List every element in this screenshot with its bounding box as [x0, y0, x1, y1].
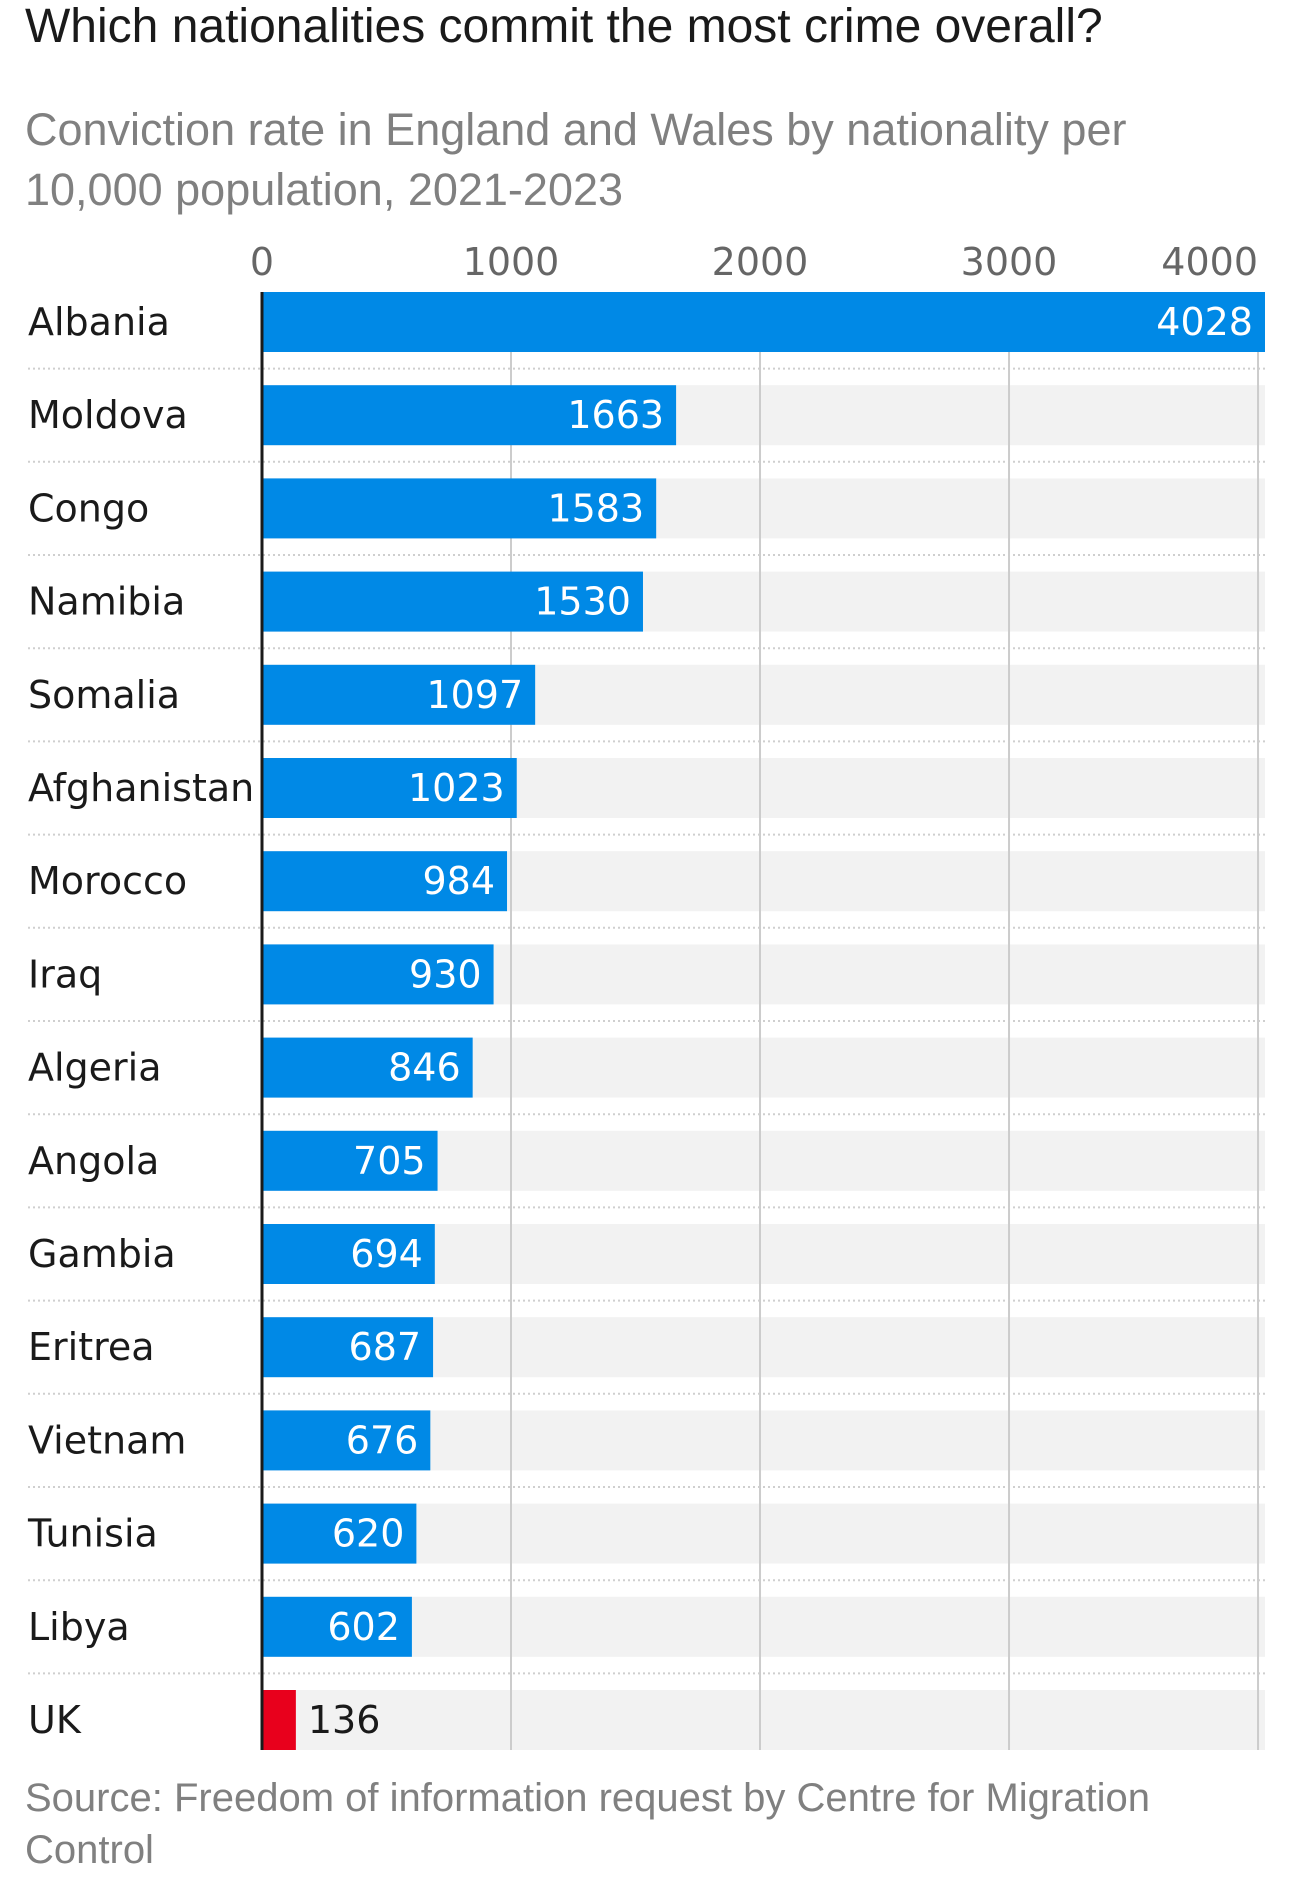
category-label: Algeria — [28, 1046, 162, 1090]
bar-track — [262, 1596, 1265, 1657]
bar — [262, 1503, 417, 1564]
bar — [262, 1037, 473, 1098]
bar — [262, 851, 508, 912]
value-label: 676 — [346, 1418, 419, 1462]
bar — [262, 1224, 435, 1284]
bar — [262, 664, 536, 725]
bar — [262, 1130, 438, 1191]
value-label: 1530 — [534, 580, 631, 624]
value-label: 846 — [388, 1046, 461, 1090]
category-label: Morocco — [28, 859, 187, 903]
bar — [262, 292, 1265, 352]
category-label: Albania — [28, 300, 170, 344]
bar — [262, 571, 643, 632]
x-tick-label: 2000 — [712, 240, 809, 284]
bar — [262, 1690, 296, 1750]
bar — [262, 1596, 412, 1657]
category-label: UK — [28, 1698, 82, 1742]
bar — [262, 478, 657, 539]
value-label: 1097 — [426, 673, 523, 717]
x-tick-label: 1000 — [463, 240, 560, 284]
bar — [262, 385, 677, 446]
bar-track — [262, 1690, 1265, 1750]
value-label: 984 — [422, 859, 495, 903]
category-label: Tunisia — [27, 1512, 158, 1556]
category-label: Vietnam — [28, 1418, 186, 1462]
value-label: 620 — [332, 1512, 405, 1556]
chart-subtitle: Conviction rate in England and Wales by … — [25, 104, 1127, 215]
x-tick-label: 0 — [250, 240, 274, 284]
value-label: 687 — [349, 1325, 422, 1369]
chart-title: Which nationalities commit the most crim… — [25, 0, 1103, 53]
category-label: Libya — [28, 1605, 130, 1649]
bar — [262, 944, 494, 1005]
category-label: Eritrea — [28, 1325, 155, 1369]
value-label: 1583 — [547, 486, 644, 530]
value-label: 705 — [353, 1139, 426, 1183]
value-label: 602 — [327, 1605, 400, 1649]
category-label: Namibia — [28, 580, 185, 624]
value-label: 4028 — [1156, 300, 1253, 344]
value-label: 930 — [409, 952, 482, 996]
bar — [262, 1317, 434, 1378]
source-note: Source: Freedom of information request b… — [25, 1776, 1150, 1872]
x-tick-label: 4000 — [1161, 240, 1258, 284]
category-label: Somalia — [28, 673, 180, 717]
category-label: Iraq — [28, 952, 102, 996]
category-label: Angola — [28, 1139, 159, 1183]
bar — [262, 1410, 431, 1471]
value-label: 1663 — [567, 393, 664, 437]
category-label: Congo — [28, 486, 149, 530]
value-label: 136 — [308, 1698, 381, 1742]
category-label: Moldova — [28, 393, 188, 437]
category-label: Gambia — [28, 1232, 176, 1276]
category-label: Afghanistan — [28, 766, 254, 810]
value-label: 1023 — [408, 766, 505, 810]
bar-track — [262, 1503, 1265, 1564]
value-label: 694 — [350, 1232, 423, 1276]
x-tick-label: 3000 — [961, 240, 1058, 284]
bar — [262, 758, 517, 818]
